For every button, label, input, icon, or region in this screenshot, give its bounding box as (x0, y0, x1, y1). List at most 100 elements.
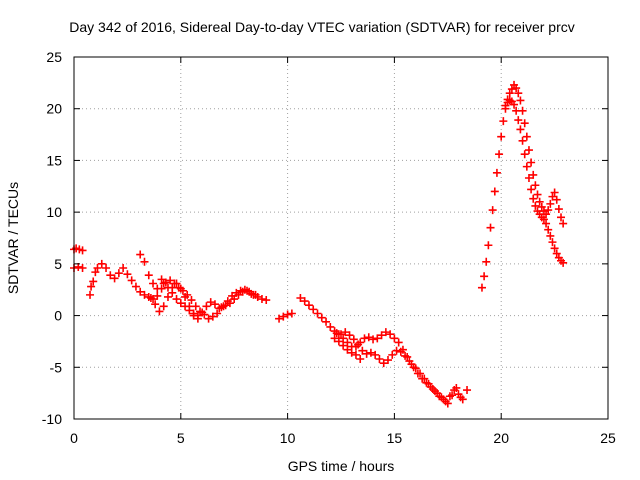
data-point (159, 302, 168, 311)
data-point (522, 162, 531, 171)
data-point (484, 241, 493, 250)
data-point (322, 317, 331, 326)
data-point (275, 314, 284, 323)
data-point (304, 301, 313, 310)
data-point (114, 269, 123, 278)
data-point (238, 287, 247, 296)
data-point (247, 289, 256, 298)
data-point (287, 309, 296, 318)
data-point (512, 84, 521, 93)
data-point (477, 283, 486, 292)
data-point (102, 263, 111, 272)
data-point (157, 275, 166, 284)
data-point (172, 295, 181, 304)
data-point (213, 309, 222, 318)
y-tick-labels: -10 -5 0 5 10 15 20 25 (42, 49, 62, 427)
data-point (371, 350, 380, 359)
data-point (520, 150, 529, 159)
data-point (330, 334, 339, 343)
data-point (514, 89, 523, 98)
data-point (492, 168, 501, 177)
x-tick-labels: 0 5 10 15 20 25 (70, 430, 616, 446)
data-point (168, 283, 177, 292)
data-point (527, 158, 536, 167)
y-tick-label: -5 (50, 359, 63, 375)
data-point (456, 393, 465, 402)
y-axis-label: SDTVAR / TECUs (5, 182, 21, 294)
data-point (418, 374, 427, 383)
data-point (499, 117, 508, 126)
data-point (78, 263, 87, 272)
data-point (351, 350, 360, 359)
data-point (369, 335, 378, 344)
data-point (495, 150, 504, 159)
data-point (557, 213, 566, 222)
data-point (334, 337, 343, 346)
data-point (394, 338, 403, 347)
data-point (539, 215, 548, 224)
data-point (527, 185, 536, 194)
data-point (343, 345, 352, 354)
data-point (332, 329, 341, 338)
data-point (533, 190, 542, 199)
y-tick-label: 20 (46, 101, 62, 117)
data-point (550, 188, 559, 197)
data-point (559, 219, 568, 228)
data-point (383, 356, 392, 365)
data-point (106, 271, 115, 280)
data-point (507, 85, 516, 94)
grid-lines (74, 57, 608, 419)
data-point (257, 295, 266, 304)
data-point (153, 291, 162, 300)
data-point (430, 387, 439, 396)
data-point (548, 192, 557, 201)
x-tick-label: 20 (493, 430, 509, 446)
data-point (221, 301, 230, 310)
data-point (200, 310, 209, 319)
data-point (86, 290, 95, 299)
data-point (317, 313, 326, 322)
data-point (512, 106, 521, 115)
data-point (362, 349, 371, 358)
data-point (546, 231, 555, 240)
data-point (347, 348, 356, 357)
data-point (531, 181, 540, 190)
data-point (542, 219, 551, 228)
data-point (360, 334, 369, 343)
data-point (516, 125, 525, 134)
data-point (516, 96, 525, 105)
data-point (409, 363, 418, 372)
data-point (375, 355, 384, 364)
data-point (163, 292, 172, 301)
data-point (136, 250, 145, 259)
data-point (208, 312, 217, 321)
data-point (439, 395, 448, 404)
data-point (146, 293, 155, 302)
data-point (544, 225, 553, 234)
data-point (149, 279, 158, 288)
data-point (548, 238, 557, 247)
data-point (210, 300, 219, 309)
data-point (341, 328, 350, 337)
data-point (463, 386, 472, 395)
data-point (413, 369, 422, 378)
data-point (262, 296, 271, 305)
axis-ticks (73, 56, 609, 420)
data-point (166, 276, 175, 285)
y-tick-label: -10 (42, 411, 62, 427)
y-tick-label: 15 (46, 152, 62, 168)
data-point (505, 89, 514, 98)
data-point (140, 257, 149, 266)
data-point (386, 330, 395, 339)
data-point (497, 132, 506, 141)
data-point (531, 201, 540, 210)
data-point (518, 136, 527, 145)
chart-title: Day 342 of 2016, Sidereal Day-to-day VTE… (69, 19, 575, 35)
y-tick-label: 10 (46, 204, 62, 220)
data-point (204, 314, 213, 323)
data-point (97, 259, 106, 268)
data-point (524, 174, 533, 183)
data-point (448, 391, 457, 400)
data-point (354, 340, 363, 349)
